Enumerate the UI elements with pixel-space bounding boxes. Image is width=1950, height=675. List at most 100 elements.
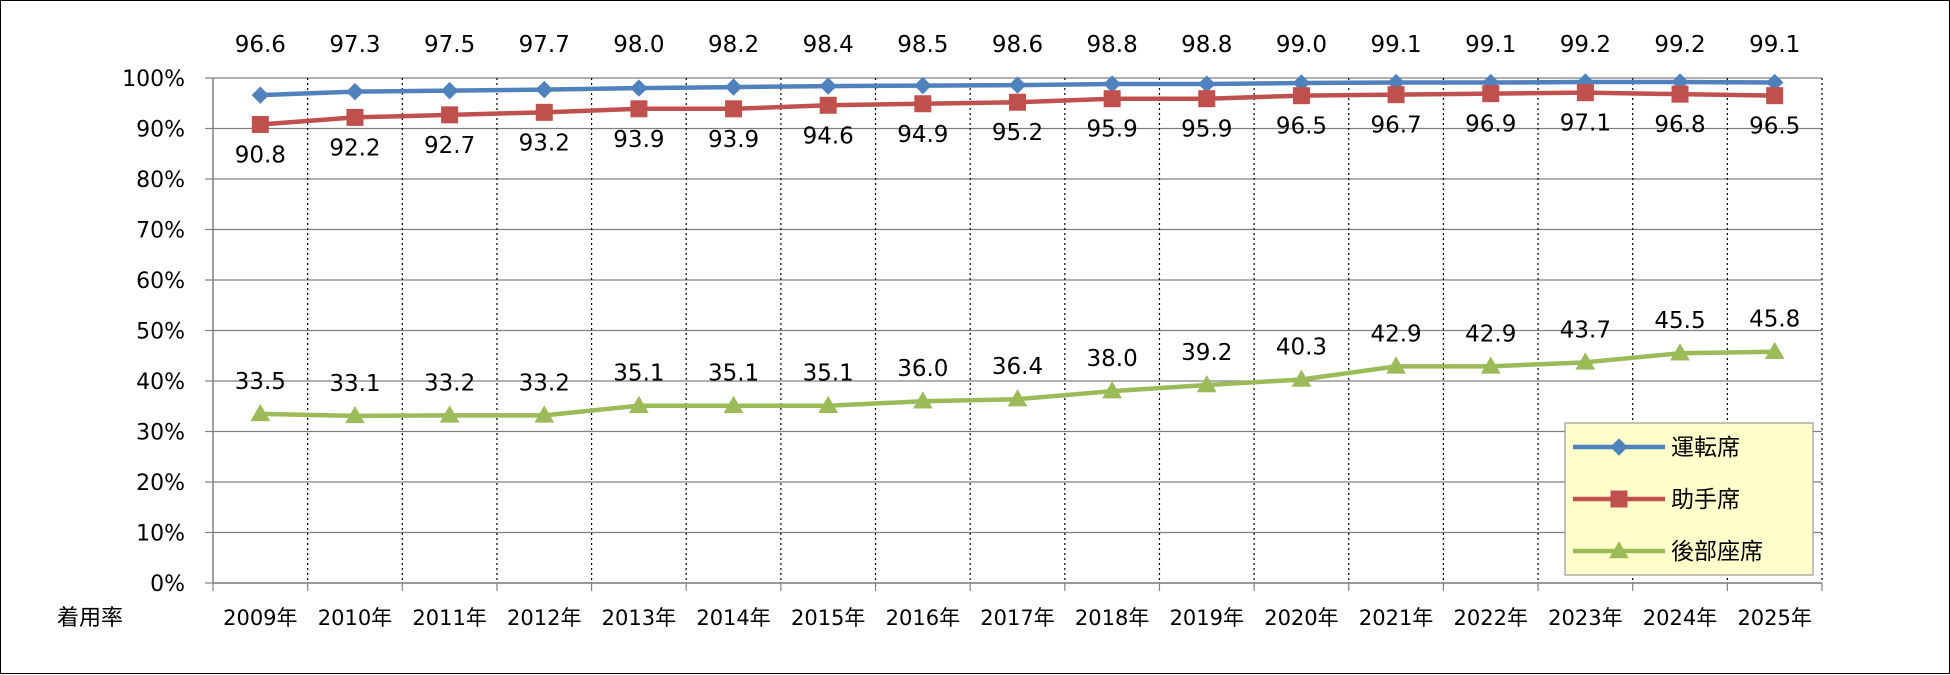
data-label: 38.0 xyxy=(1087,346,1138,372)
y-tick-label: 100% xyxy=(122,67,185,92)
data-point xyxy=(1766,87,1784,105)
legend-label: 後部座席 xyxy=(1671,539,1763,565)
data-label: 98.8 xyxy=(1087,32,1138,58)
data-label: 96.7 xyxy=(1370,113,1421,139)
data-label: 97.1 xyxy=(1560,111,1611,137)
x-tick-label: 2009年 xyxy=(223,606,297,630)
y-tick-label: 70% xyxy=(136,219,185,244)
y-tick-label: 60% xyxy=(136,269,185,294)
data-label: 95.9 xyxy=(1181,117,1232,143)
x-tick-label: 2020年 xyxy=(1264,606,1338,630)
data-point xyxy=(723,395,744,413)
data-label: 99.1 xyxy=(1465,32,1516,58)
data-point xyxy=(251,115,269,133)
x-tick-label: 2015年 xyxy=(791,606,865,630)
data-label: 45.8 xyxy=(1749,307,1800,333)
y-tick-label: 50% xyxy=(136,320,185,345)
x-tick-label: 2022年 xyxy=(1454,606,1528,630)
grid-layer xyxy=(213,77,1823,584)
data-label: 33.2 xyxy=(424,370,475,396)
data-point xyxy=(1482,85,1500,103)
y-tick-label: 40% xyxy=(136,370,185,395)
data-label: 35.1 xyxy=(613,361,664,387)
x-tick-label: 2024年 xyxy=(1643,606,1717,630)
data-label: 33.2 xyxy=(519,370,570,396)
data-label: 97.5 xyxy=(424,32,475,58)
data-label: 93.9 xyxy=(613,127,664,153)
data-point xyxy=(725,100,743,118)
data-label: 99.1 xyxy=(1749,32,1800,58)
data-point xyxy=(535,80,553,99)
data-label: 40.3 xyxy=(1276,334,1327,360)
data-point xyxy=(1102,381,1123,399)
data-label: 96.6 xyxy=(235,32,286,58)
x-tick-label: 2017年 xyxy=(980,606,1054,630)
data-label: 94.6 xyxy=(803,123,854,149)
data-point xyxy=(912,391,933,409)
data-point xyxy=(440,81,459,100)
data-label: 90.8 xyxy=(235,142,286,168)
data-point xyxy=(1103,90,1121,108)
data-point xyxy=(1387,86,1405,104)
y-tick-label: 30% xyxy=(136,421,185,446)
data-point xyxy=(914,76,932,95)
data-label: 39.2 xyxy=(1181,340,1232,366)
data-point xyxy=(1575,352,1596,370)
data-label: 92.2 xyxy=(329,135,380,161)
data-point xyxy=(1008,76,1027,94)
data-label: 93.2 xyxy=(519,130,570,156)
data-point xyxy=(1764,341,1785,359)
data-point xyxy=(724,78,743,96)
data-label: 33.1 xyxy=(329,371,380,397)
y-tick-label: 0% xyxy=(150,572,185,597)
x-tick-label: 2011年 xyxy=(412,606,486,630)
legend-swatch-marker xyxy=(1609,540,1629,559)
data-point xyxy=(1670,343,1690,361)
data-label: 96.9 xyxy=(1465,112,1516,138)
data-point xyxy=(1198,90,1216,108)
data-point xyxy=(818,395,839,413)
legend-item: 助手席 xyxy=(1573,487,1740,513)
legend-label: 運転席 xyxy=(1671,435,1740,461)
data-label: 98.4 xyxy=(803,32,854,58)
data-label: 99.0 xyxy=(1276,32,1327,58)
series-1 xyxy=(251,84,1784,133)
data-point xyxy=(1671,85,1689,103)
data-point xyxy=(441,106,459,124)
data-point xyxy=(1291,369,1312,387)
y-tick-label: 80% xyxy=(136,168,185,193)
data-label: 96.8 xyxy=(1654,112,1705,138)
x-tick-label: 2019年 xyxy=(1170,606,1244,630)
x-tick-label: 2010年 xyxy=(318,606,392,630)
data-point xyxy=(914,95,932,113)
data-label: 97.3 xyxy=(329,32,380,58)
data-point xyxy=(629,395,649,413)
data-label: 94.9 xyxy=(897,122,948,148)
data-point xyxy=(1292,87,1310,105)
axis-layer: 0% 10% 20% 30% 40% 50% 60% 70% 80% 90% 100% 2009年 20… xyxy=(57,67,1823,631)
series-layer xyxy=(250,73,1785,424)
data-label: 98.6 xyxy=(992,32,1043,58)
data-label: 43.7 xyxy=(1560,317,1611,343)
data-point xyxy=(819,96,837,114)
data-point xyxy=(534,405,555,423)
data-label: 99.2 xyxy=(1560,32,1611,58)
data-label: 36.0 xyxy=(897,356,948,382)
data-label: 98.5 xyxy=(897,32,948,58)
data-point xyxy=(1009,93,1026,111)
x-tick-label: 2012年 xyxy=(507,606,581,630)
x-tick-label: 2018年 xyxy=(1075,606,1149,630)
data-label: 95.9 xyxy=(1087,117,1138,143)
y-tick-label: 90% xyxy=(136,118,185,143)
series-2 xyxy=(250,341,1785,424)
data-label: 93.9 xyxy=(708,127,759,153)
data-label-layer: 96.6 97.3 97.5 97.7 98.0 98.2 98.4 98.5 98.6 98.8… xyxy=(235,32,1801,397)
data-point xyxy=(345,405,365,424)
data-point xyxy=(1480,356,1501,374)
data-label: 35.1 xyxy=(708,361,759,387)
data-point xyxy=(250,403,271,422)
data-label: 95.2 xyxy=(992,120,1043,146)
